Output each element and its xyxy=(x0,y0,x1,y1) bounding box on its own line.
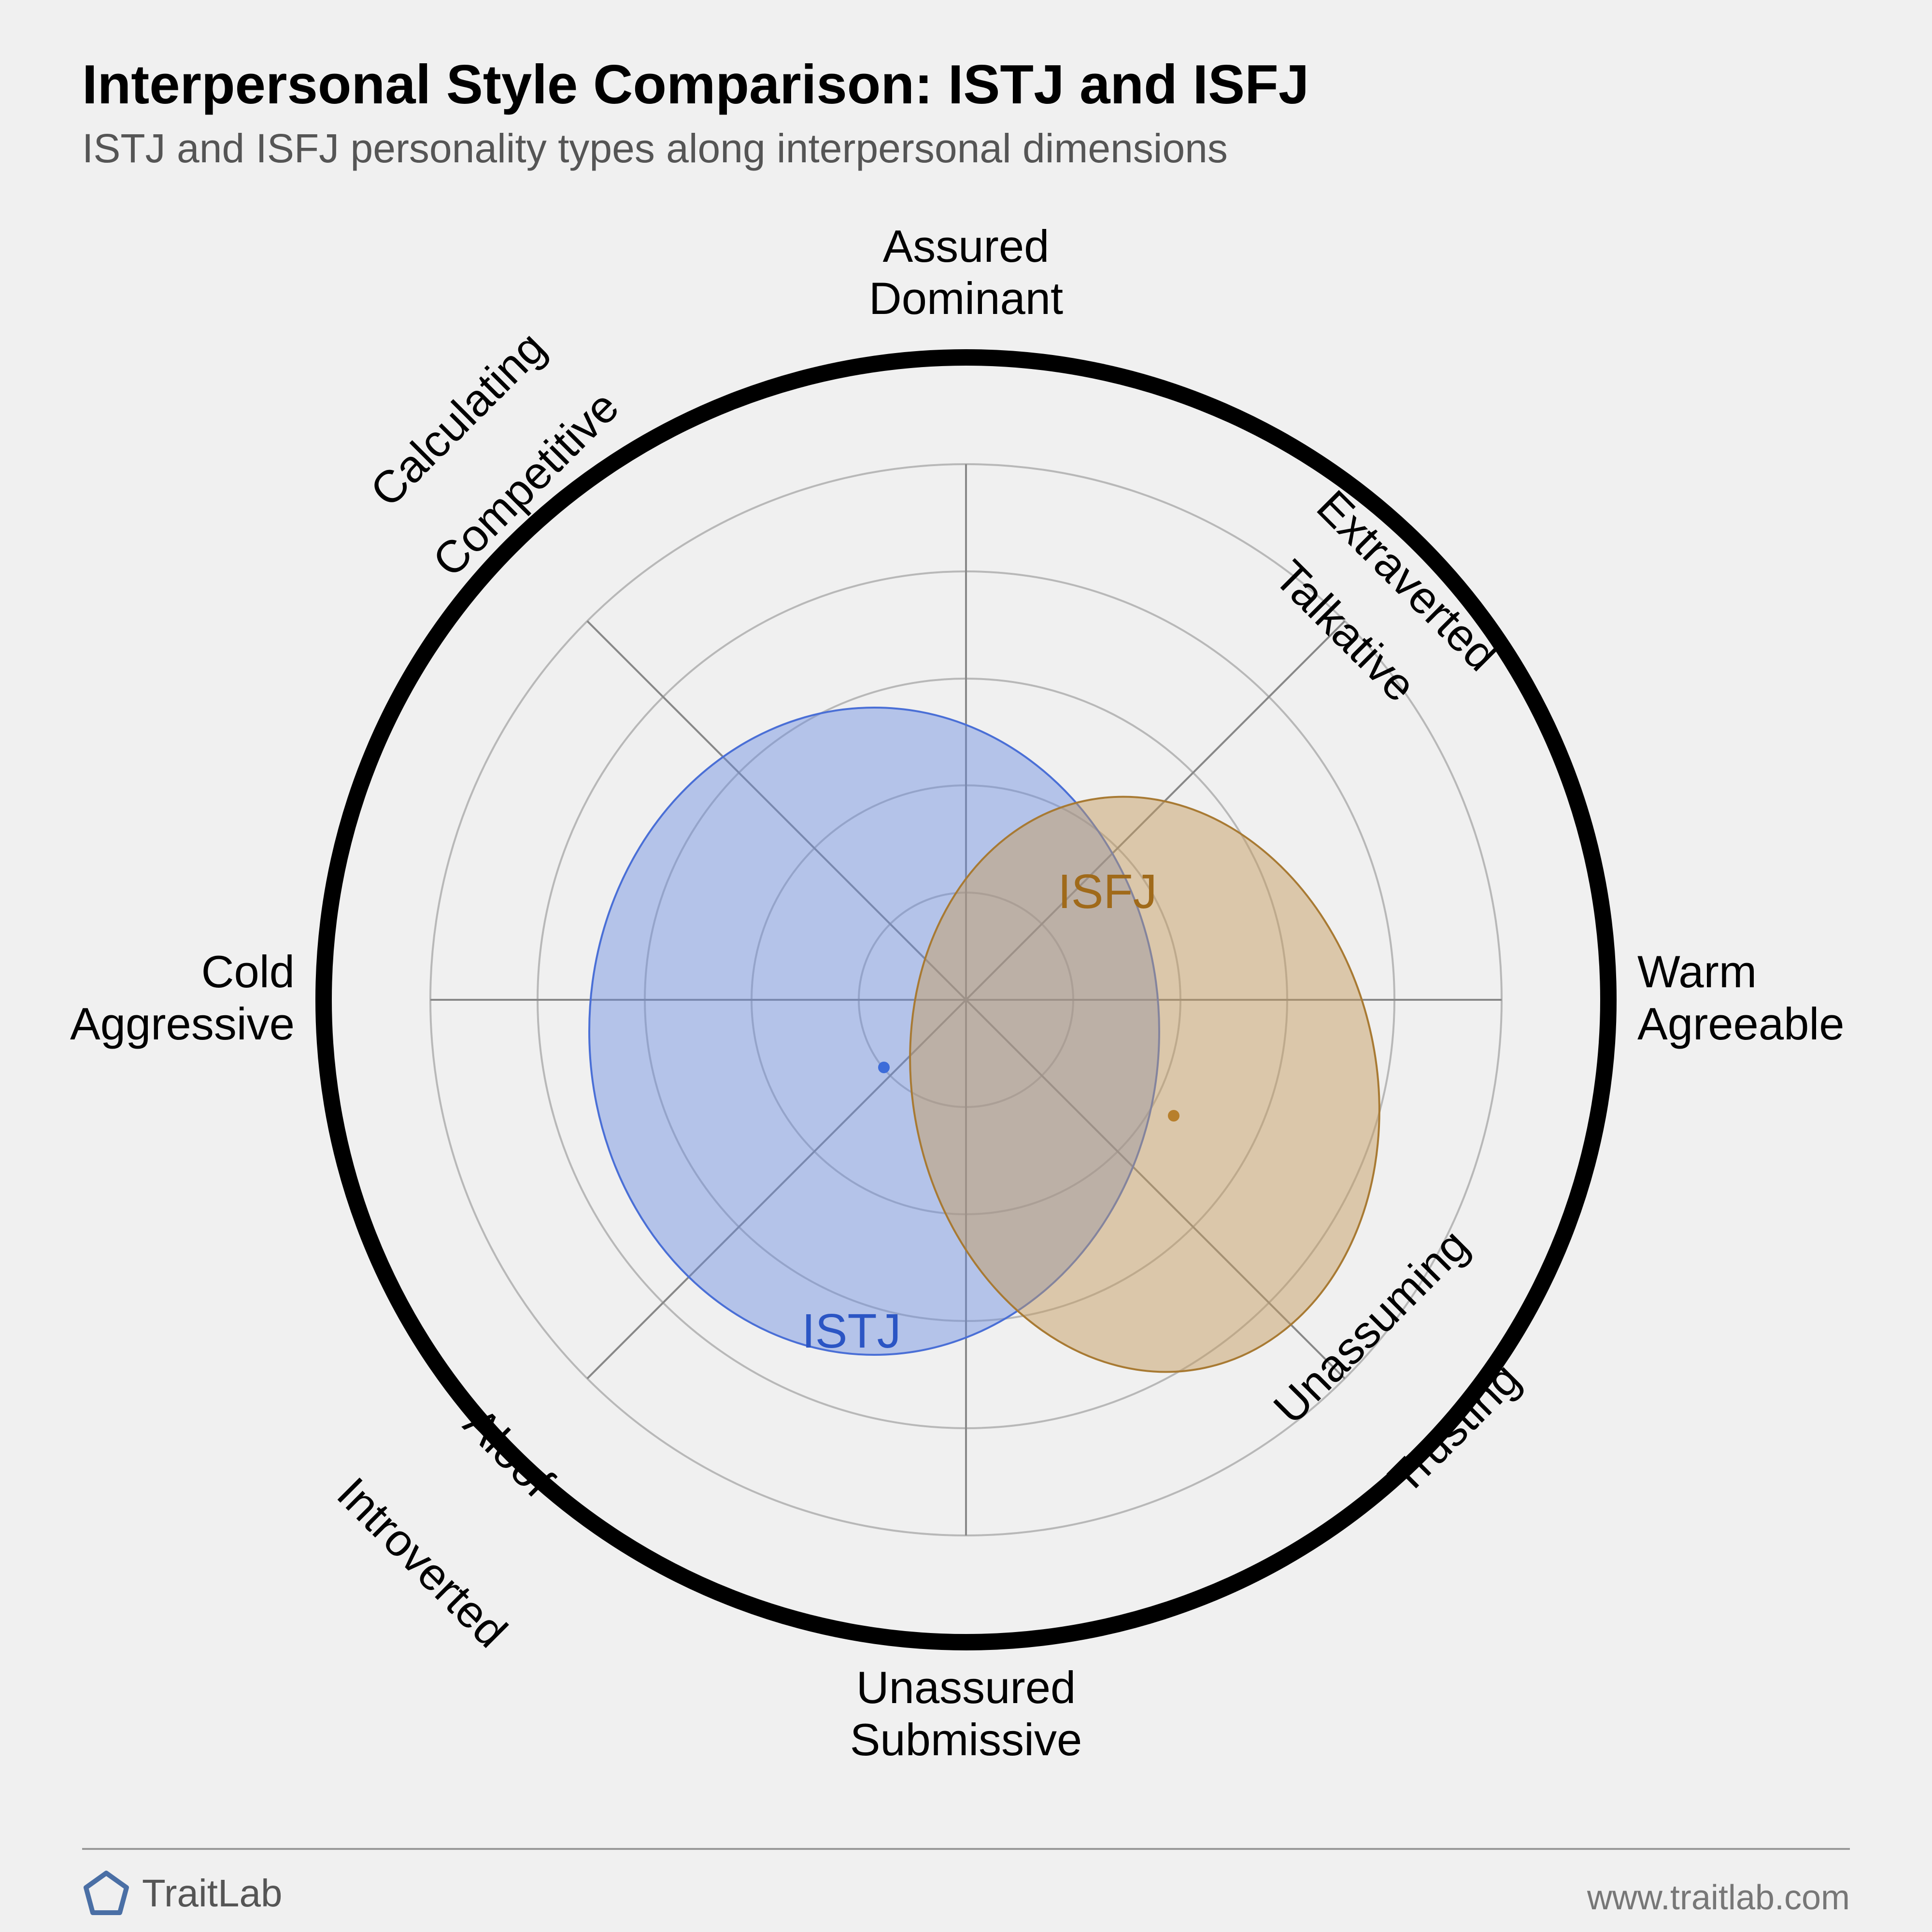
series-center-isfj xyxy=(1168,1110,1179,1122)
chart-canvas: Interpersonal Style Comparison: ISTJ and… xyxy=(0,0,1932,1932)
axis-label: UnassuredSubmissive xyxy=(773,1662,1159,1766)
footer-url: www.traitlab.com xyxy=(1587,1878,1850,1918)
brand-name: TraitLab xyxy=(142,1871,283,1916)
series-label-isfj: ISFJ xyxy=(1058,865,1157,919)
series-center-istj xyxy=(878,1062,890,1073)
axis-label: ColdAggressive xyxy=(70,946,295,1050)
brand-logo-icon xyxy=(82,1869,130,1918)
axis-label: AssuredDominant xyxy=(773,220,1159,325)
footer-brand: TraitLab xyxy=(82,1869,283,1918)
axis-label: WarmAgreeable xyxy=(1637,946,1845,1050)
footer: TraitLab www.traitlab.com xyxy=(82,1848,1850,1869)
series-label-istj: ISTJ xyxy=(802,1304,901,1358)
